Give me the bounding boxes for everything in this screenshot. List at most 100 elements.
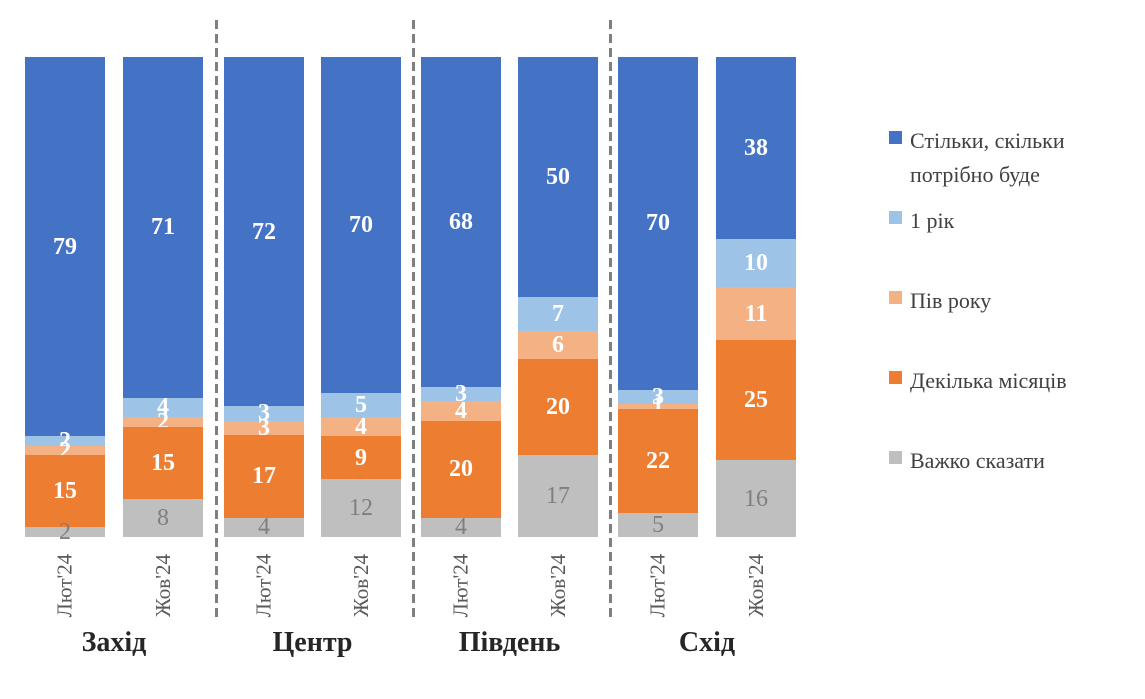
bar-segment: 20 [421, 420, 501, 518]
legend-label: Стільки, скільки потрібно буде [910, 128, 1065, 188]
axis-label-wave: Жов'24 [123, 543, 203, 627]
bar-value-label: 17 [252, 463, 276, 490]
bar: 38 10 11 25 16 [716, 57, 796, 537]
bar-value-label: 6 [552, 331, 564, 358]
axis-label-wave-text: Жов'24 [743, 553, 768, 617]
legend-swatch [889, 291, 902, 304]
bar: 70 5 4 9 12 [321, 57, 401, 537]
group-divider [609, 20, 612, 618]
bar-value-label: 5 [355, 392, 367, 418]
bar-segment: 5 [321, 393, 401, 417]
legend-label: 1 рік [910, 208, 955, 233]
bar-segment: 17 [224, 435, 304, 518]
bar-value-label: 16 [744, 485, 768, 512]
bar: 50 7 6 20 17 [518, 57, 598, 537]
bar-value-label: 68 [449, 208, 473, 235]
axis-label-region: Центр [272, 627, 353, 658]
axis-label-wave: Жов'24 [321, 543, 401, 627]
legend-swatch [889, 131, 902, 144]
bar-segment: 3 [421, 382, 501, 406]
bar-segment: 79 [25, 57, 105, 437]
bar-segment: 11 [716, 287, 796, 341]
bar-segment: 10 [716, 239, 796, 288]
bar-segment: 16 [716, 460, 796, 537]
legend-swatch [889, 211, 902, 224]
bar-value-label: 4 [455, 397, 467, 424]
axis-label-wave-text: Лют'24 [645, 553, 670, 617]
bar-value-label: 15 [53, 478, 77, 505]
bar-value-label: 17 [546, 483, 570, 510]
bar-value-label: 25 [744, 387, 768, 414]
axis-label-wave-text: Жов'24 [545, 553, 570, 617]
bar-segment: 70 [321, 57, 401, 393]
legend-label: Декілька місяців [910, 368, 1067, 393]
bar-segment: 72 [224, 57, 304, 407]
axis-label-wave-text: Жов'24 [150, 553, 175, 617]
bar-segment: 68 [421, 57, 501, 387]
legend-swatch [889, 451, 902, 464]
bar-value-label: 7 [552, 300, 564, 327]
axis-label-region: Південь [458, 627, 561, 658]
bar-value-label: 4 [258, 514, 270, 541]
bar-value-label: 20 [449, 456, 473, 483]
bar: 72 3 3 17 4 [224, 57, 304, 541]
bar-value-label: 3 [258, 414, 270, 441]
bar-value-label: 50 [546, 164, 570, 190]
bar-segment: 50 [518, 57, 598, 297]
bar: 68 3 4 20 4 [421, 57, 501, 540]
bar-segment: 2 [25, 439, 105, 462]
bar-segment: 25 [716, 340, 796, 461]
bar-value-label: 72 [252, 218, 276, 245]
bar-segment: 4 [224, 514, 304, 541]
bar-segment: 71 [123, 57, 203, 398]
bar-value-label: 15 [151, 449, 175, 476]
group-divider [412, 20, 415, 618]
bar-segment: 8 [123, 498, 203, 537]
bar-value-label: 11 [744, 300, 768, 327]
bar-value-label: 4 [157, 394, 169, 421]
bar-segment: 4 [321, 414, 401, 439]
axis-label-wave-text: Лют'24 [52, 553, 77, 617]
bar-value-label: 22 [646, 447, 670, 474]
bar-value-label: 2 [157, 408, 169, 435]
bar-segment: 22 [618, 408, 698, 514]
bar-value-label: 71 [151, 214, 175, 241]
bar-value-label: 20 [546, 394, 570, 421]
bar-segment: 12 [321, 479, 401, 537]
bar-value-label: 9 [355, 444, 367, 471]
bar-segment: 4 [421, 515, 501, 540]
legend-label: Важко сказати [910, 448, 1045, 473]
bar-segment: 15 [123, 426, 203, 499]
axis-label-wave-text: Лют'24 [251, 553, 276, 617]
axis-label-wave: Лют'24 [421, 543, 501, 627]
axis-label-region: Схід [678, 627, 736, 658]
bar-segment: 4 [421, 397, 501, 424]
bar-segment: 3 [618, 383, 698, 410]
axis-label-region: Захід [81, 627, 147, 658]
bar-segment: 17 [518, 455, 598, 537]
bar-value-label: 70 [646, 210, 670, 237]
bar-segment: 38 [716, 57, 796, 240]
bar: 70 3 1 22 5 [618, 57, 698, 537]
bar-value-label: 12 [349, 495, 373, 522]
axis-label-wave: Лют'24 [618, 543, 698, 627]
group-divider [215, 20, 218, 618]
bar: 79 2 2 15 2 [25, 57, 105, 544]
bar-value-label: 8 [157, 504, 169, 531]
axis-label-wave-text: Лют'24 [448, 553, 473, 617]
bar-segment: 9 [321, 436, 401, 480]
axis-label-wave: Лют'24 [25, 543, 105, 627]
bar-segment: 2 [123, 408, 203, 435]
legend-swatch [889, 371, 902, 384]
bar-value-label: 70 [349, 212, 373, 238]
bar-segment: 2 [25, 429, 105, 452]
bar-segment: 15 [25, 455, 105, 528]
bar: 71 4 2 15 8 [123, 57, 203, 537]
axis-label-wave-text: Жов'24 [348, 553, 373, 617]
bar-value-label: 3 [652, 383, 664, 410]
bar-segment: 20 [518, 359, 598, 456]
bar-value-label: 3 [258, 400, 270, 427]
legend-label: Пів року [910, 288, 992, 313]
